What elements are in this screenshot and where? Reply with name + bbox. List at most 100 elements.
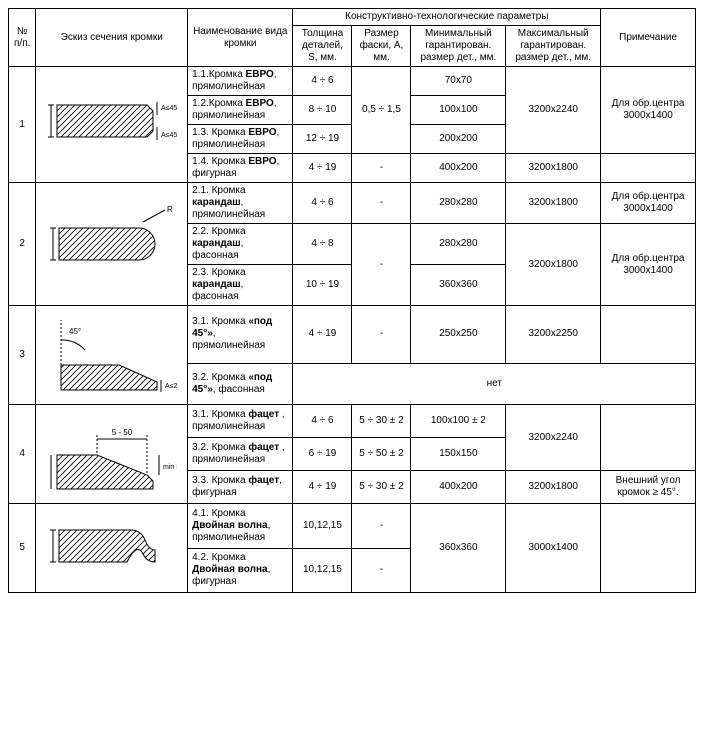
hdr-group: Конструктивно-технологические параметры	[293, 9, 601, 26]
cell-note: Для обр.центра 3000x1400	[601, 67, 696, 154]
svg-text:A≤45°: A≤45°	[161, 131, 177, 139]
cell-th: 4 ÷ 19	[293, 306, 352, 364]
hdr-max: Максимальный гарантирован. размер дет., …	[506, 26, 601, 67]
hdr-sketch: Эскиз сечения кромки	[36, 9, 188, 67]
cell-min: 100x100	[411, 96, 506, 125]
cell-th: 4 ÷ 8	[293, 224, 352, 265]
cell-full: нет	[293, 363, 696, 404]
cell-fas: -	[352, 306, 411, 364]
table-row: 5 S 4.1. Кромка Двойная волна, прямолине…	[9, 504, 696, 549]
cell-sketch: S	[36, 504, 188, 593]
hdr-name: Наименование вида кромки	[188, 9, 293, 67]
cell-num: 5	[9, 504, 36, 593]
cell-note	[601, 405, 696, 471]
cell-fas: 5 ÷ 30 ± 2	[352, 405, 411, 438]
cell-min: 280x280	[411, 224, 506, 265]
hdr-num: № п/п.	[9, 9, 36, 67]
cell-name: 3.2. Кромка «под 45°», фасонная	[188, 363, 293, 404]
svg-text:S: S	[47, 245, 49, 250]
hdr-chamfer: Размер фаски, А, мм.	[352, 26, 411, 67]
cell-th: 4 ÷ 6	[293, 405, 352, 438]
cell-th: 4 ÷ 19	[293, 471, 352, 504]
cell-num: 4	[9, 405, 36, 504]
cell-max: 3200x1800	[506, 224, 601, 306]
cell-max: 3000x1400	[506, 504, 601, 593]
cell-note: Для обр.центра 3000x1400	[601, 224, 696, 306]
cell-th: 10,12,15	[293, 548, 352, 593]
svg-text:R: R	[167, 205, 173, 214]
cell-max: 3200x2240	[506, 405, 601, 471]
cell-min: 400x200	[411, 471, 506, 504]
cell-sketch: R S	[36, 183, 188, 306]
cell-th: 6 ÷ 19	[293, 438, 352, 471]
cell-name: 2.1. Кромка карандаш, прямолинейная	[188, 183, 293, 224]
cell-name: 3.3. Кромка фацет, фигурная	[188, 471, 293, 504]
cell-num: 2	[9, 183, 36, 306]
cell-name: 1.3. Кромка ЕВРО, прямолинейная	[188, 125, 293, 154]
cell-th: 4 ÷ 19	[293, 154, 352, 183]
cell-fas: -	[352, 548, 411, 593]
cell-note: Внешний угол кромок ≥ 45°.	[601, 471, 696, 504]
table-row: 3 45° A≤2 3.1. Кромка «под 45°», прямоли…	[9, 306, 696, 364]
svg-text:45°: 45°	[69, 327, 81, 336]
cell-num: 3	[9, 306, 36, 405]
cell-max: 3200x1800	[506, 471, 601, 504]
cell-name: 3.1. Кромка «под 45°», прямолинейная	[188, 306, 293, 364]
svg-text:S: S	[47, 547, 49, 552]
cell-min: 200x200	[411, 125, 506, 154]
cell-fas: 0,5 ÷ 1,5	[352, 67, 411, 154]
cell-num: 1	[9, 67, 36, 183]
cell-min: 280x280	[411, 183, 506, 224]
cell-max: 3200x2250	[506, 306, 601, 364]
svg-text:5 - 50: 5 - 50	[112, 428, 133, 437]
cell-th: 8 ÷ 10	[293, 96, 352, 125]
hdr-note: Примечание	[601, 9, 696, 67]
cell-name: 1.4. Кромка ЕВРО, фигурная	[188, 154, 293, 183]
hdr-thickness: Толщина деталей, S, мм.	[293, 26, 352, 67]
cell-note	[601, 504, 696, 593]
svg-text:A≤45°: A≤45°	[161, 104, 177, 112]
table-row: 4 5 - 50 min S/2 S 3.1. Кромка фацет , п…	[9, 405, 696, 438]
spec-table: № п/п. Эскиз сечения кромки Наименование…	[8, 8, 696, 593]
cell-fas: -	[352, 504, 411, 549]
table-row: 1 S A≤45° A≤45° 1.1.Кромка ЕВРО, прямоли…	[9, 67, 696, 96]
cell-fas: 5 ÷ 30 ± 2	[352, 471, 411, 504]
cell-name: 2.2. Кромка карандаш, фасонная	[188, 224, 293, 265]
cell-sketch: 45° A≤2	[36, 306, 188, 405]
cell-min: 100x100 ± 2	[411, 405, 506, 438]
cell-th: 4 ÷ 6	[293, 67, 352, 96]
cell-min: 400x200	[411, 154, 506, 183]
cell-name: 2.3. Кромка карандаш, фасонная	[188, 265, 293, 306]
cell-fas: -	[352, 183, 411, 224]
cell-th: 4 ÷ 6	[293, 183, 352, 224]
cell-min: 250x250	[411, 306, 506, 364]
cell-min: 360x360	[411, 504, 506, 593]
cell-name: 3.2. Кромка фацет , прямолинейная	[188, 438, 293, 471]
cell-name: 3.1. Кромка фацет , прямолинейная	[188, 405, 293, 438]
cell-note	[601, 154, 696, 183]
cell-th: 10 ÷ 19	[293, 265, 352, 306]
cell-sketch: S A≤45° A≤45°	[36, 67, 188, 183]
cell-name: 1.1.Кромка ЕВРО, прямолинейная	[188, 67, 293, 96]
cell-min: 70x70	[411, 67, 506, 96]
cell-name: 4.1. Кромка Двойная волна, прямолинейная	[188, 504, 293, 549]
cell-name: 1.2.Кромка ЕВРО, прямолинейная	[188, 96, 293, 125]
cell-note: Для обр.центра 3000x1400	[601, 183, 696, 224]
cell-note	[601, 306, 696, 364]
cell-max: 3200x1800	[506, 154, 601, 183]
cell-max: 3200x2240	[506, 67, 601, 154]
cell-name: 4.2. Кромка Двойная волна, фигурная	[188, 548, 293, 593]
cell-max: 3200x1800	[506, 183, 601, 224]
hdr-min: Минимальный гарантирован. размер дет., м…	[411, 26, 506, 67]
table-row: 2 R S 2.1. Кромка карандаш, прямолинейна…	[9, 183, 696, 224]
cell-min: 360x360	[411, 265, 506, 306]
svg-text:min S/2: min S/2	[163, 464, 177, 471]
cell-fas: -	[352, 154, 411, 183]
svg-text:A≤2: A≤2	[165, 383, 177, 390]
cell-th: 10,12,15	[293, 504, 352, 549]
cell-fas: 5 ÷ 50 ± 2	[352, 438, 411, 471]
cell-th: 12 ÷ 19	[293, 125, 352, 154]
cell-min: 150x150	[411, 438, 506, 471]
cell-fas: -	[352, 224, 411, 306]
cell-sketch: 5 - 50 min S/2 S	[36, 405, 188, 504]
